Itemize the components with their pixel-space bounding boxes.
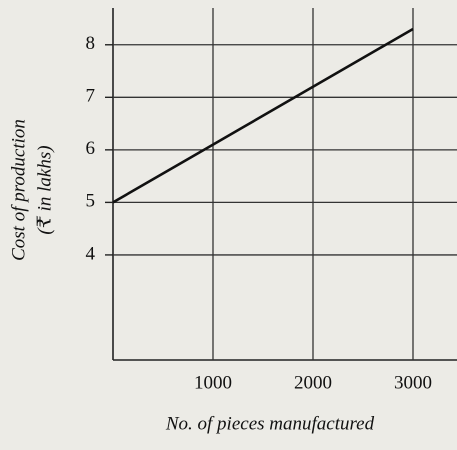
y-axis-label: (₹ in lakhs) (34, 145, 55, 234)
y-tick-label: 7 (86, 86, 96, 107)
x-tick-label: 3000 (394, 372, 432, 393)
x-axis-label: No. of pieces manufactured (165, 413, 375, 434)
y-tick-label: 8 (86, 33, 96, 54)
y-tick-label: 4 (86, 243, 96, 264)
x-tick-label: 1000 (194, 372, 232, 393)
y-tick-label: 6 (86, 138, 96, 159)
x-tick-label: 2000 (294, 372, 332, 393)
line (112, 27, 414, 204)
y-tick-label: 5 (86, 191, 96, 212)
y-axis-label: Cost of production (8, 119, 29, 261)
